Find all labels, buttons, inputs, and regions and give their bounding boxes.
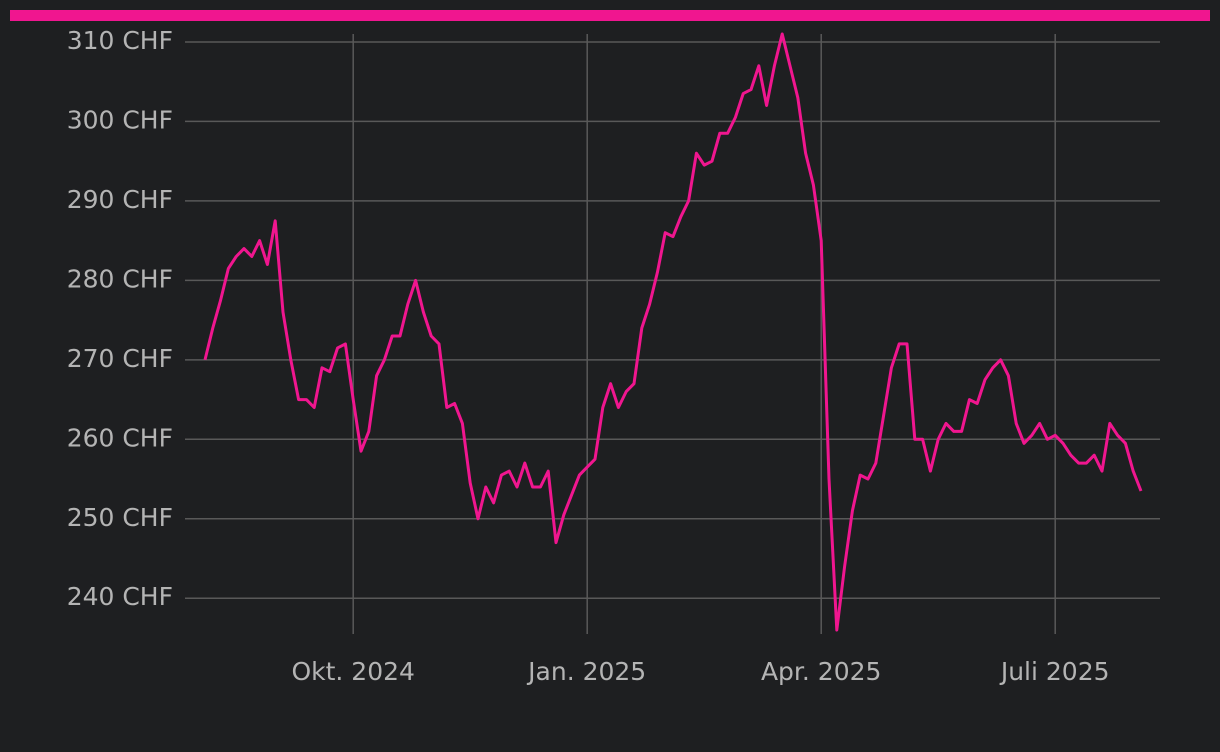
- x-tick-label: Jan. 2025: [526, 657, 646, 686]
- x-tick-label: Juli 2025: [999, 657, 1110, 686]
- x-tick-label: Okt. 2024: [291, 657, 414, 686]
- price-line: [203, 32, 1143, 632]
- y-tick-label: 260 CHF: [67, 423, 173, 452]
- x-tick-label: Apr. 2025: [761, 657, 881, 686]
- y-tick-label: 240 CHF: [67, 582, 173, 611]
- y-tick-label: 250 CHF: [67, 503, 173, 532]
- y-tick-label: 300 CHF: [67, 105, 173, 134]
- y-tick-label: 270 CHF: [67, 344, 173, 373]
- accent-bar: [10, 10, 1210, 21]
- y-tick-label: 280 CHF: [67, 264, 173, 293]
- y-tick-label: 290 CHF: [67, 185, 173, 214]
- y-tick-label: 310 CHF: [67, 26, 173, 55]
